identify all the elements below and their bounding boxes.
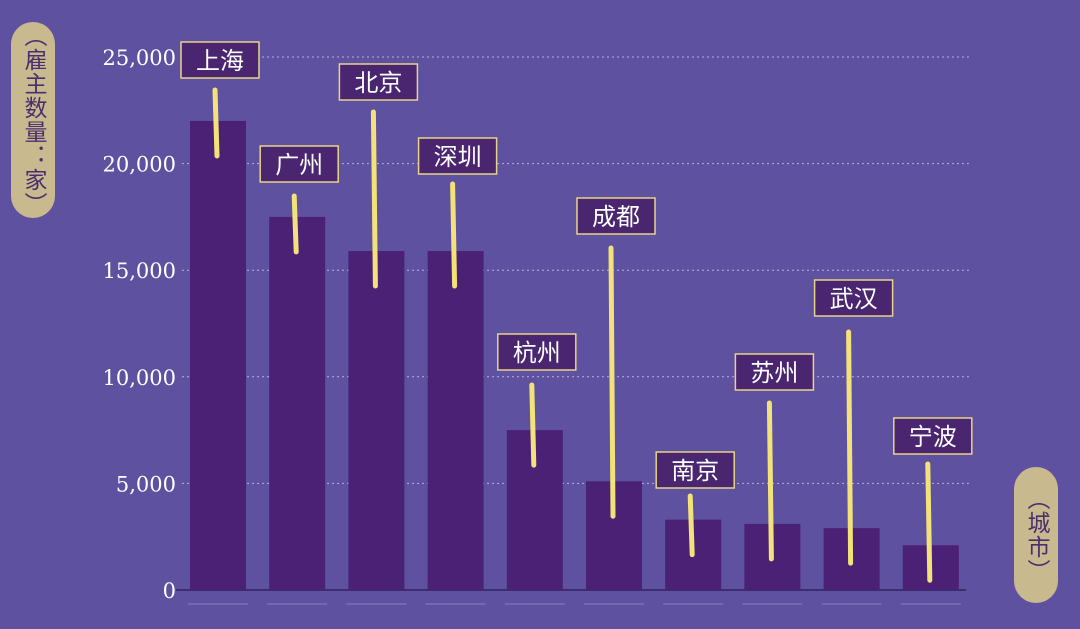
y-tick-label: 0 [163,579,176,603]
bar [269,216,326,590]
category-label: 南京 [671,457,719,485]
category-label: 北京 [354,69,402,97]
bar [190,120,246,591]
y-axis-ticks: 0 5,000 10,000 15,000 20,000 25,000 [103,46,176,603]
category-label: 广州 [275,151,323,179]
x-axis-title: （城市） [1023,487,1049,583]
leader-line [846,329,854,566]
category-label: 宁波 [909,423,957,451]
y-tick-label: 25,000 [103,46,176,70]
category-label-box [417,137,498,175]
leader-line [370,109,378,289]
category-label-box [576,197,656,235]
y-tick-label: 10,000 [103,366,176,390]
y-tick-label: 20,000 [103,153,176,177]
leader-line [212,87,220,159]
bars [188,120,961,605]
category-label-box [338,63,419,101]
category-label-box [180,41,260,79]
bar [427,251,484,590]
category-label: 深圳 [434,143,482,171]
category-label-box [893,417,973,455]
leader-line [687,493,695,558]
leader-line [291,193,299,255]
category-label: 武汉 [830,285,878,313]
category-label: 成都 [592,203,640,231]
x-axis-title-pill: （城市） [1014,467,1058,603]
category-label: 苏州 [750,359,798,387]
category-label: 上海 [196,47,244,75]
category-label-box [497,333,577,371]
category-label-box [259,145,339,183]
leader-line [925,461,933,583]
y-axis-title: （雇主数量：家） [20,24,46,216]
leader-line [766,400,774,562]
leader-lines [212,87,933,583]
y-tick-label: 15,000 [103,259,176,283]
leader-line [608,245,616,519]
category-label: 杭州 [513,339,561,367]
category-label-box [655,451,735,489]
category-label-box [813,279,894,317]
bar [348,251,405,590]
leader-line [450,181,458,289]
leader-line [529,382,537,468]
category-label-box [734,353,815,391]
y-tick-label: 5,000 [116,472,176,496]
y-axis-title-pill: （雇主数量：家） [11,22,55,218]
